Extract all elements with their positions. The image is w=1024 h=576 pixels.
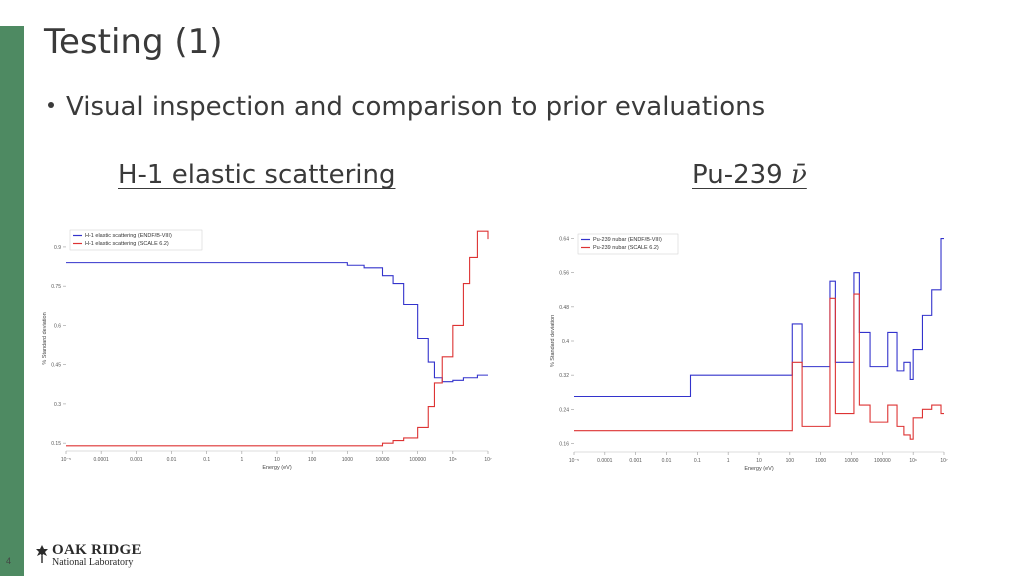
logo-name: OAK RIDGE [52, 542, 142, 558]
x-tick-label: 10000 [845, 458, 859, 464]
x-tick-label: 100000 [874, 458, 891, 464]
y-tick-label: 0.9 [54, 245, 61, 251]
left-chart-heading: H-1 elastic scattering [118, 160, 396, 190]
y-axis-label: % Standard deviation [42, 312, 48, 364]
y-tick-label: 0.32 [559, 373, 569, 379]
y-tick-label: 0.3 [54, 402, 61, 408]
x-tick-label: 10⁻⁵ [61, 457, 71, 463]
x-tick-label: 100 [308, 457, 317, 463]
pu239-nubar-chart-svg: 0.16 0.24 0.32 0.4 0.48 0.56 0.64 10⁻⁵ 0.0001 0.0… [550, 233, 948, 472]
y-tick-label: 0.6 [54, 323, 61, 329]
x-tick-label: 10⁷ [940, 458, 948, 464]
series-line-1 [574, 293, 944, 440]
h1-elastic-chart: 0.15 0.3 0.45 0.6 0.75 0.9 10⁻⁵ 0.0001 0.001 0.01… [40, 222, 495, 472]
series-line-1 [66, 230, 489, 447]
x-tick-label: 0.0001 [597, 458, 613, 464]
legend-box [577, 233, 679, 255]
h1-elastic-chart-svg: 0.15 0.3 0.45 0.6 0.75 0.9 10⁻⁵ 0.0001 0.001 0.01… [42, 229, 492, 471]
x-tick-label: 1 [727, 458, 730, 464]
y-tick-label: 0.56 [559, 271, 569, 277]
x-tick-label: 0.1 [203, 457, 210, 463]
pu239-nubar-chart: 0.16 0.24 0.32 0.4 0.48 0.56 0.64 10⁻⁵ 0.0001 0.0… [550, 222, 950, 472]
y-tick-label: 0.24 [559, 407, 569, 413]
x-tick-label: 0.01 [167, 457, 177, 463]
slide-title: Testing (1) [44, 22, 223, 62]
x-tick-label: 0.01 [662, 458, 672, 464]
x-tick-label: 10⁶ [449, 457, 457, 463]
x-tick-label: 1000 [815, 458, 826, 464]
x-tick-label: 1000 [342, 457, 353, 463]
nu-bar-symbol: ν̄ [790, 160, 807, 190]
x-tick-label: 0.001 [130, 457, 143, 463]
y-axis-label: % Standard deviation [550, 315, 556, 367]
series-line-0 [574, 237, 944, 398]
ornl-logo: OAK RIDGE National Laboratory [34, 542, 144, 570]
x-tick-label: 0.001 [629, 458, 642, 464]
y-tick-label: 0.4 [562, 339, 569, 345]
logo-subtitle: National Laboratory [52, 557, 134, 568]
legend-label: Pu-239 nubar (ENDF/B-VIII) [593, 237, 662, 243]
y-tick-label: 0.15 [51, 441, 61, 447]
y-tick-label: 0.75 [51, 284, 61, 290]
page-number: 4 [6, 556, 12, 566]
tree-leaf-icon [36, 545, 48, 563]
y-tick-label: 0.64 [559, 237, 569, 243]
series-line-0 [66, 262, 488, 383]
right-heading-text: Pu-239 [692, 160, 791, 190]
legend-label: H-1 elastic scattering (ENDF/B-VIII) [85, 233, 172, 239]
x-axis-label: Energy (eV) [262, 465, 292, 471]
right-chart-heading: Pu-239 ν̄ [692, 160, 807, 190]
x-tick-label: 10000 [376, 457, 390, 463]
x-tick-label: 10⁶ [909, 458, 917, 464]
x-tick-label: 10 [756, 458, 762, 464]
accent-side-bar [0, 26, 24, 576]
y-tick-label: 0.16 [559, 441, 569, 447]
x-tick-label: 100000 [409, 457, 426, 463]
y-tick-label: 0.45 [51, 363, 61, 369]
x-tick-label: 10⁷ [484, 457, 492, 463]
x-tick-label: 10⁻⁵ [569, 458, 579, 464]
x-tick-label: 100 [786, 458, 795, 464]
bullet-dot-icon [48, 101, 54, 108]
y-tick-label: 0.48 [559, 305, 569, 311]
x-tick-label: 0.1 [694, 458, 701, 464]
legend-label: H-1 elastic scattering (SCALE 6.2) [85, 241, 169, 247]
bullet-text: Visual inspection and comparison to prio… [66, 92, 766, 122]
x-axis-label: Energy (eV) [744, 466, 774, 472]
x-tick-label: 0.0001 [94, 457, 110, 463]
x-tick-label: 1 [240, 457, 243, 463]
legend-box [69, 229, 203, 251]
bullet-item: Visual inspection and comparison to prio… [48, 92, 765, 122]
x-tick-label: 10 [274, 457, 280, 463]
legend-label: Pu-239 nubar (SCALE 6.2) [593, 245, 659, 251]
